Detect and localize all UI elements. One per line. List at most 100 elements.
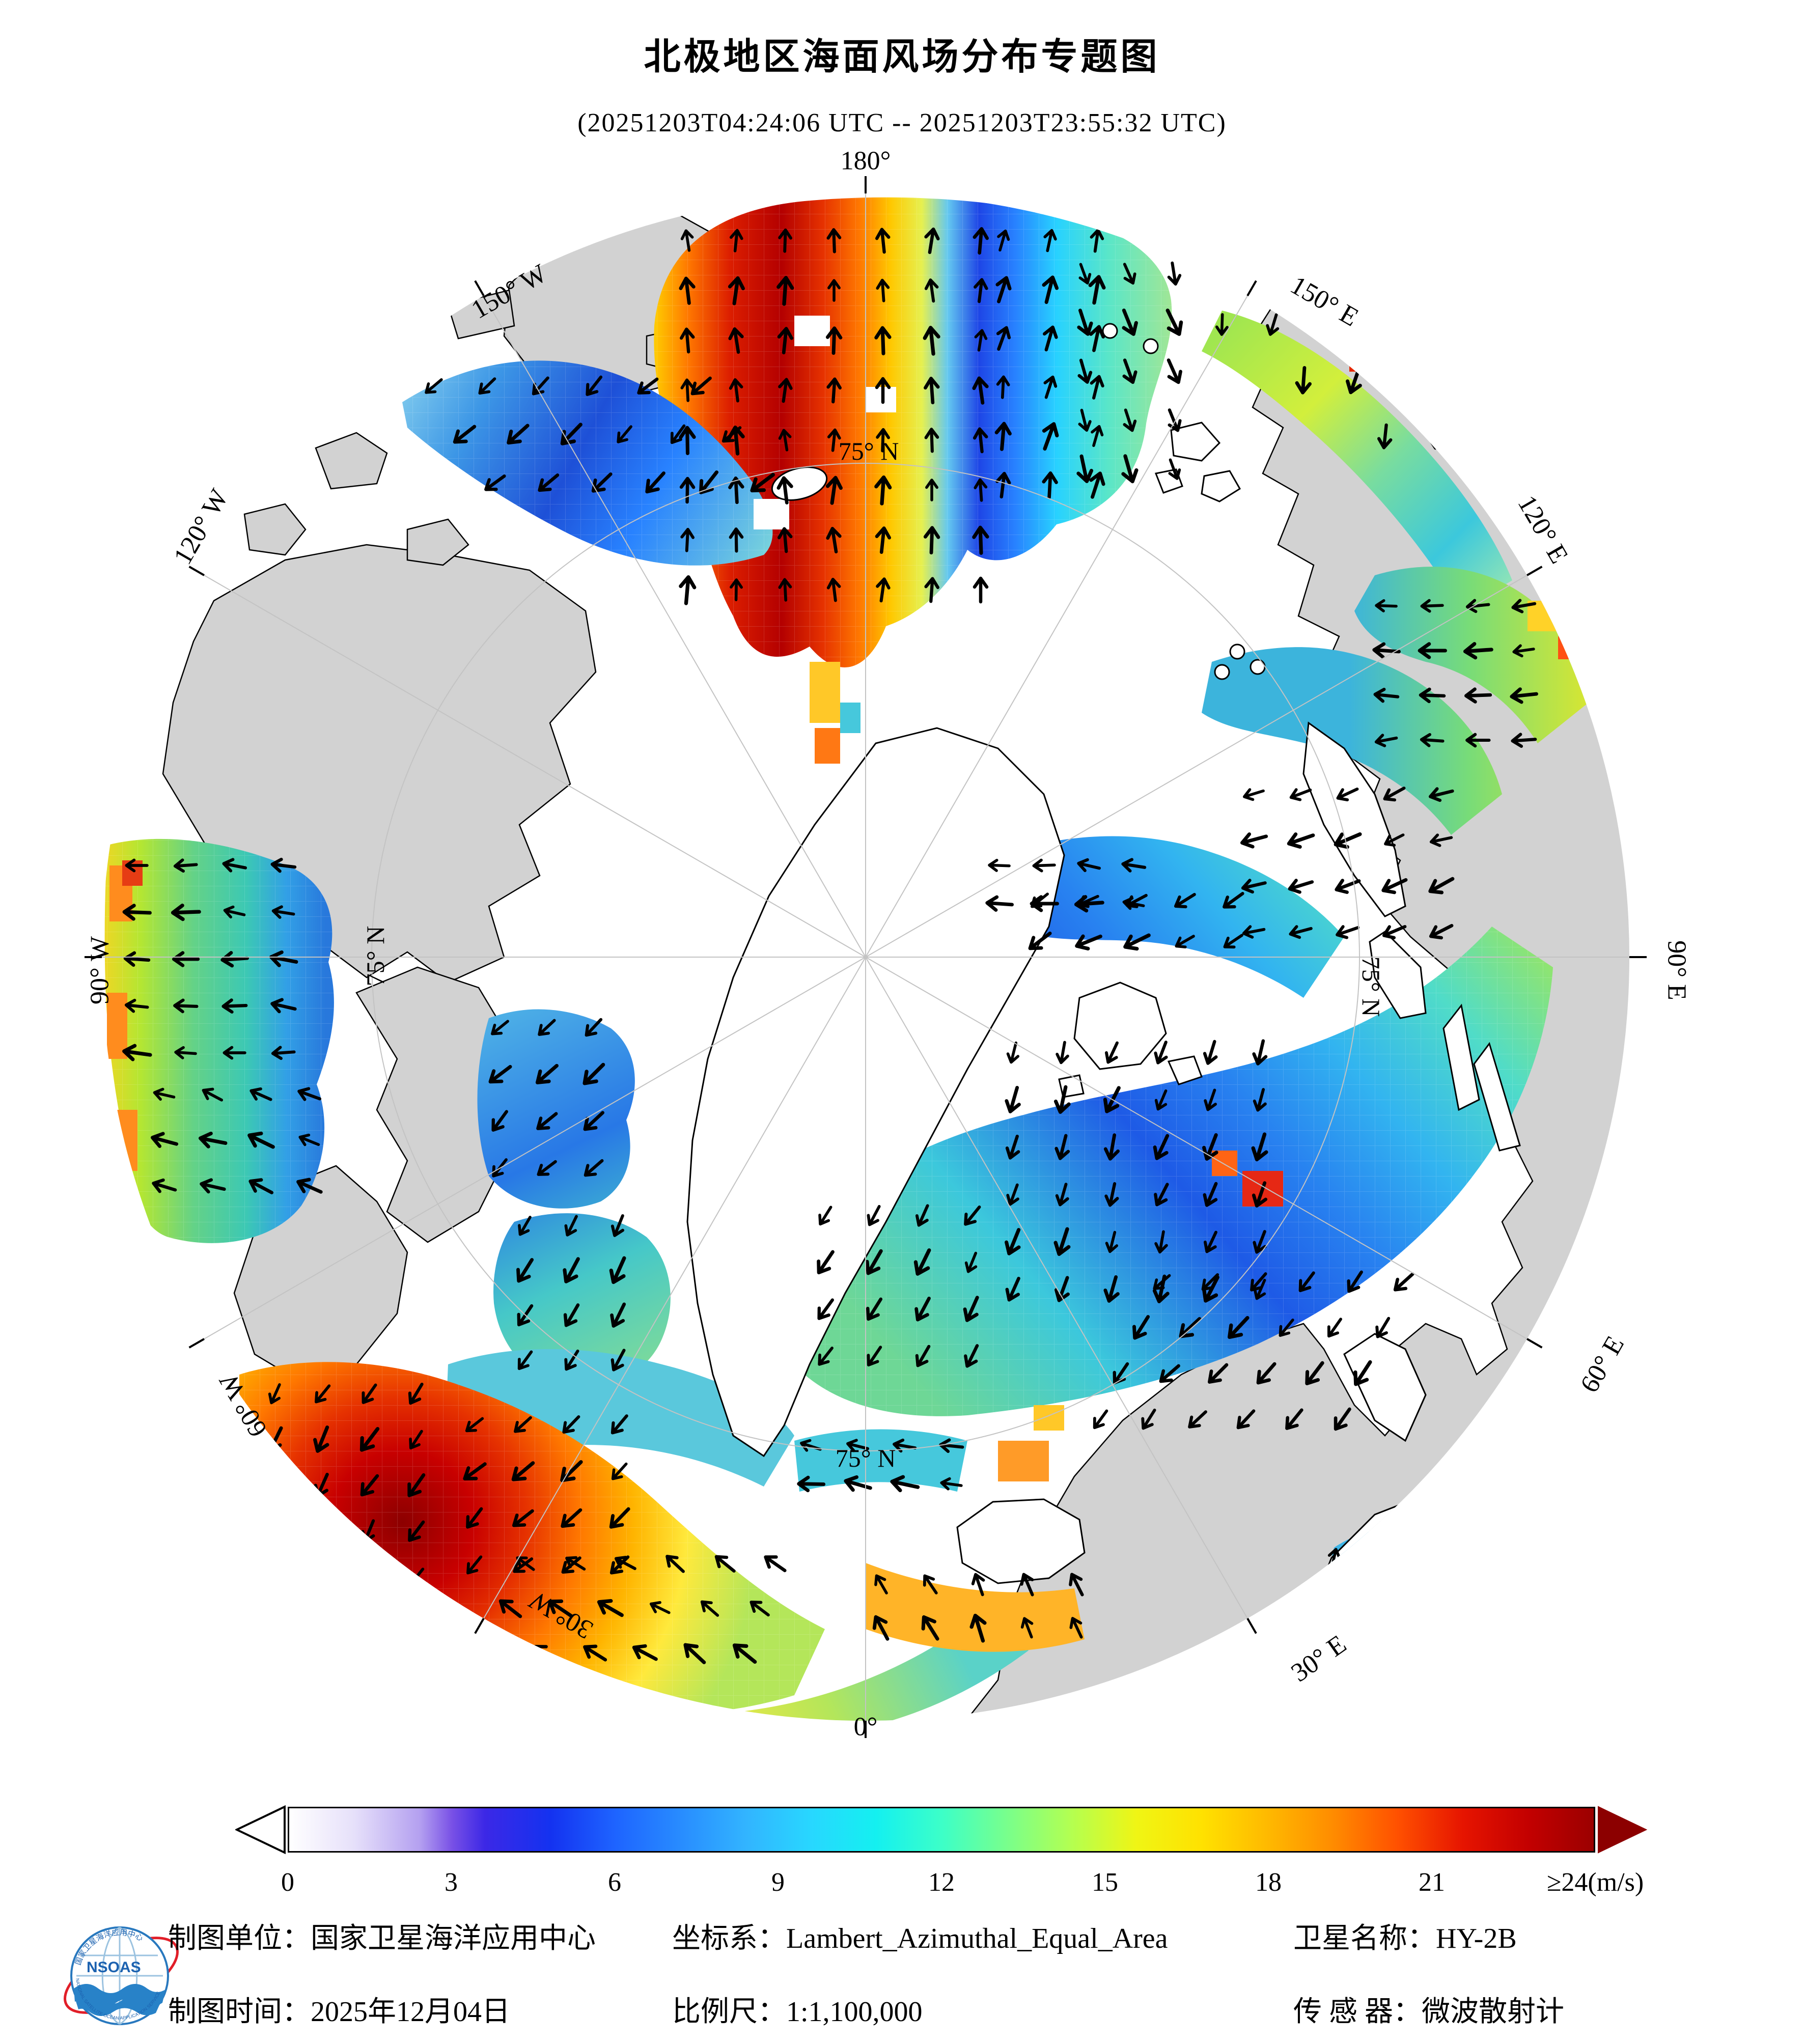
wind-arrow bbox=[1223, 892, 1244, 909]
wind-arrow bbox=[270, 857, 297, 873]
wind-arrow bbox=[248, 1178, 274, 1194]
wind-arrow bbox=[171, 904, 201, 921]
wind-arrow bbox=[122, 1044, 152, 1061]
wind-arrow bbox=[1175, 935, 1195, 948]
wind-arrow bbox=[1077, 358, 1093, 384]
wind-arrow bbox=[1043, 229, 1057, 253]
wind-arrow bbox=[1006, 1041, 1020, 1064]
wind-arrow bbox=[408, 1382, 424, 1405]
wind-arrow bbox=[913, 1248, 931, 1276]
latitude-label: 75° N bbox=[838, 437, 899, 465]
wind-arrow bbox=[1251, 1132, 1268, 1162]
wind-arrow bbox=[1121, 858, 1147, 873]
wind-arrow bbox=[1167, 261, 1182, 286]
logo-acronym: NSOAS bbox=[87, 1959, 141, 1976]
wind-arrow bbox=[1240, 832, 1268, 849]
wind-arrow bbox=[488, 1065, 512, 1084]
wind-arrow bbox=[1154, 1183, 1169, 1207]
wind-arrow bbox=[538, 1019, 556, 1036]
wind-arrow bbox=[221, 998, 248, 1014]
wind-arrow bbox=[1053, 1227, 1071, 1256]
wind-arrow bbox=[124, 998, 149, 1013]
wind-arrow bbox=[1375, 1317, 1391, 1338]
wind-arrow bbox=[270, 998, 297, 1014]
wind-arrow bbox=[1005, 1086, 1021, 1113]
wind-arrow bbox=[1382, 925, 1407, 940]
wind-arrow bbox=[972, 376, 989, 405]
wind-arrow bbox=[1054, 1134, 1070, 1160]
wind-arrow bbox=[583, 1644, 607, 1662]
wind-arrow bbox=[514, 1416, 532, 1433]
wind-arrow bbox=[1165, 309, 1183, 336]
wind-arrow bbox=[1153, 1134, 1170, 1160]
footer-item: 比例尺：1:1,100,000 bbox=[672, 1989, 923, 2030]
wind-arrow bbox=[1159, 1364, 1180, 1383]
wind-arrow bbox=[1347, 1270, 1363, 1293]
island bbox=[1214, 664, 1230, 680]
wind-cell bbox=[754, 499, 789, 529]
wind-arrow bbox=[1336, 925, 1360, 939]
wind-arrow bbox=[1377, 423, 1393, 450]
wind-arrow bbox=[407, 1473, 426, 1497]
wind-arrow bbox=[453, 425, 477, 444]
wind-arrow bbox=[1054, 1276, 1070, 1302]
wind-arrow bbox=[199, 1131, 228, 1149]
wind-arrow bbox=[1335, 879, 1361, 894]
wind-arrow bbox=[296, 1178, 323, 1194]
footer-item-value: Lambert_Azimuthal_Equal_Area bbox=[786, 1923, 1168, 1954]
wind-arrow bbox=[776, 275, 794, 306]
longitude-label: 180° bbox=[840, 146, 891, 176]
ice-or-water bbox=[1343, 1333, 1427, 1442]
wind-arrow bbox=[817, 1250, 835, 1275]
page-title: 北极地区海面风场分布专题图 bbox=[644, 35, 1160, 78]
wind-arrow bbox=[679, 276, 696, 305]
wind-arrow bbox=[825, 475, 843, 505]
colorbar-tick-label: 6 bbox=[608, 1868, 621, 1897]
time-range-subtitle: (20251203T04:24:06 UTC -- 20251203T23:55… bbox=[577, 108, 1227, 137]
wind-cell bbox=[810, 662, 840, 723]
wind-arrow bbox=[1253, 1278, 1266, 1300]
wind-arrow bbox=[174, 1046, 197, 1059]
wind-arrow bbox=[1104, 1182, 1119, 1207]
wind-arrow bbox=[1167, 358, 1182, 384]
wind-arrow bbox=[1418, 642, 1447, 659]
wind-arrow bbox=[645, 471, 665, 494]
ice-or-water bbox=[1302, 721, 1406, 917]
wind-arrow bbox=[1028, 931, 1052, 950]
wind-arrow bbox=[583, 1111, 604, 1131]
wind-arrow bbox=[498, 1599, 522, 1618]
latitude-label: 75° N bbox=[835, 1444, 896, 1472]
wind-arrow bbox=[826, 577, 841, 602]
wind-arrow bbox=[362, 1383, 377, 1404]
landmass bbox=[315, 432, 388, 490]
wind-arrow bbox=[924, 278, 939, 303]
wind-arrow bbox=[925, 479, 938, 501]
wind-arrow bbox=[670, 424, 686, 444]
colorbar-gradient bbox=[288, 1807, 1595, 1853]
wind-swath bbox=[1202, 311, 1512, 611]
footer-item: 卫星名称：HY-2B bbox=[1293, 1915, 1517, 1956]
wind-arrow bbox=[923, 1574, 938, 1594]
wind-arrow bbox=[826, 526, 842, 553]
wind-arrow bbox=[271, 1046, 296, 1060]
wind-arrow bbox=[271, 905, 295, 919]
wind-arrow bbox=[586, 375, 603, 396]
wind-arrow bbox=[565, 1556, 586, 1571]
wind-arrow bbox=[974, 329, 988, 352]
wind-arrow bbox=[996, 375, 1010, 399]
wind-arrow bbox=[1077, 858, 1101, 872]
wind-arrow bbox=[315, 1384, 331, 1404]
wind-arrow bbox=[561, 1508, 582, 1528]
wind-arrow bbox=[1285, 1408, 1303, 1430]
wind-arrow bbox=[268, 1383, 281, 1405]
wind-arrow bbox=[1006, 1183, 1019, 1206]
wind-arrow bbox=[247, 1131, 275, 1149]
wind-arrow bbox=[915, 1204, 929, 1227]
footer-item-value: HY-2B bbox=[1436, 1923, 1517, 1954]
wind-arrow bbox=[359, 1427, 380, 1452]
wind-arrow bbox=[940, 1477, 963, 1491]
wind-arrow bbox=[890, 1475, 920, 1493]
wind-arrow bbox=[1188, 1410, 1207, 1429]
